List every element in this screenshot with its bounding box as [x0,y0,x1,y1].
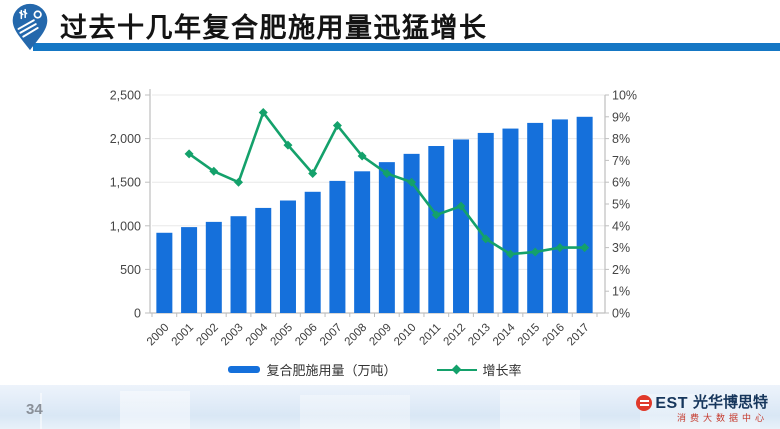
right-axis-label: 8% [612,132,630,146]
x-axis-label: 2015 [516,322,543,349]
bar-2008 [354,171,371,313]
growth-point [431,210,441,220]
right-axis-label: 9% [612,110,630,124]
bar-2004 [255,207,272,313]
bar-2003 [230,216,247,313]
left-axis-label: 2,000 [110,132,141,146]
legend-line-label: 增长率 [482,363,522,378]
growth-point [580,243,590,253]
bar-2015 [527,122,544,314]
bar-2010 [403,153,420,313]
x-axis-label: 2002 [194,322,221,349]
slide-header: 过去十几年复合肥施用量迅猛增长 [0,0,780,54]
right-axis-label: 5% [612,198,630,212]
left-axis-label: 1,000 [110,219,141,233]
bar-2012 [453,139,470,313]
right-axis-label: 10% [612,89,637,103]
x-axis-label: 2003 [219,322,246,349]
bar-2011 [428,146,445,313]
bar-2006 [304,191,321,313]
growth-point [258,107,268,117]
brand-block: EST 光华博思特 消费大数据中心 [636,395,768,424]
growth-point [382,168,392,178]
x-axis-label: 2001 [170,322,197,349]
x-axis-label: 2009 [367,322,394,349]
page-title: 过去十几年复合肥施用量迅猛增长 [60,13,488,43]
left-axis-label: 0 [134,307,141,321]
growth-point [308,168,318,178]
bar-2016 [551,119,568,313]
brand-best-text: EST [655,394,688,412]
left-axis-label: 500 [120,263,141,277]
left-axis-label: 2,500 [110,89,141,103]
legend-item-bars: 复合肥施用量（万吨） [228,360,397,379]
bar-2001 [181,227,198,313]
right-axis-label: 4% [612,219,630,233]
brand-name: 光华博思特 [692,394,768,412]
x-axis-label: 2012 [442,322,469,349]
growth-point [481,234,491,244]
growth-point [456,201,466,211]
x-axis-label: 2010 [392,322,419,349]
bar-2014 [502,128,519,313]
growth-point [555,243,565,253]
bar-2009 [378,162,395,313]
page-number: 34 [26,401,43,418]
bar-2017 [576,116,593,313]
header-accent-bar [33,43,780,51]
best-b-icon [636,395,653,412]
x-axis-label: 2017 [565,322,592,349]
x-axis-label: 2000 [145,322,172,349]
right-axis-label: 2% [612,263,630,277]
growth-point [332,121,342,131]
farm-pin-icon [12,3,48,51]
bar-2007 [329,180,346,313]
x-axis-label: 2011 [417,322,443,348]
x-axis-label: 2016 [540,322,567,349]
bar-2013 [477,132,494,313]
x-axis-label: 2008 [343,322,370,349]
legend-bar-label: 复合肥施用量（万吨） [266,363,397,378]
x-axis-label: 2007 [318,322,345,349]
bar-2002 [205,221,222,313]
growth-point [283,140,293,150]
slide-footer: 34 EST 光华博思特 消费大数据中心 [0,385,780,429]
right-axis-label: 7% [612,154,630,168]
brand-subtitle: 消费大数据中心 [676,413,768,424]
growth-point [505,249,515,259]
right-axis-label: 3% [612,241,630,255]
legend-line-swatch [436,364,477,375]
left-axis-label: 1,500 [110,176,141,190]
x-axis-label: 2006 [293,322,320,349]
growth-point [530,247,540,257]
x-axis-label: 2014 [491,321,518,348]
x-axis-label: 2005 [269,322,296,349]
growth-point [209,166,219,176]
bar-2005 [279,200,296,313]
right-axis-label: 0% [612,307,630,321]
legend-item-line: 增长率 [436,360,522,379]
growth-point [184,149,194,159]
growth-point [234,177,244,187]
chart-legend: 复合肥施用量（万吨） 增长率 [105,360,645,379]
x-axis-label: 2004 [244,321,271,348]
right-axis-label: 6% [612,176,630,190]
right-axis-label: 1% [612,285,630,299]
legend-bar-swatch [228,366,261,373]
growth-point [357,151,367,161]
growth-point [407,177,417,187]
legend-diamond-marker [451,364,461,375]
bar-2000 [156,232,173,313]
x-axis-label: 2013 [466,322,493,349]
